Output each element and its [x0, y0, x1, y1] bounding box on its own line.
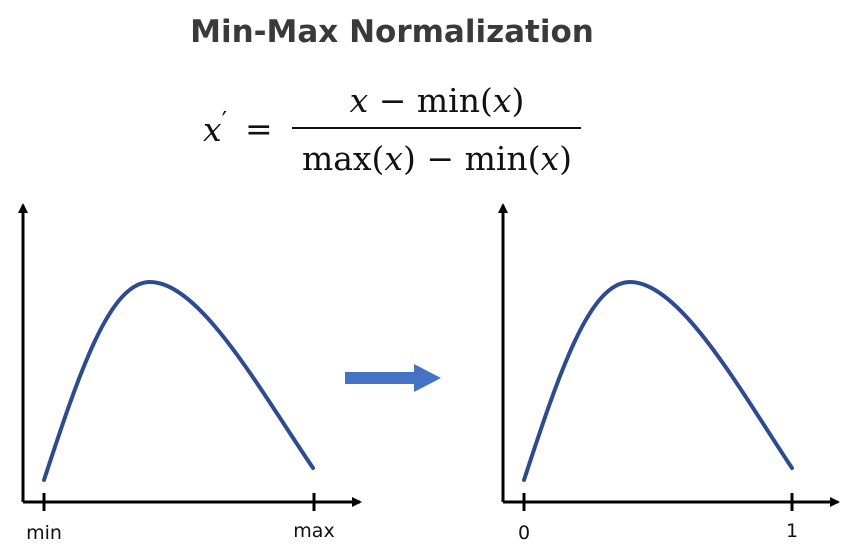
formula-denominator: max(x) − min(x) — [302, 139, 572, 178]
denominator-minus: − — [426, 139, 454, 178]
formula-lhs-var: x — [203, 110, 222, 149]
left-tick-min-label: min — [26, 522, 62, 544]
denominator-arg2: x — [541, 139, 560, 178]
transform-arrow — [345, 364, 441, 392]
arrow-shaft — [345, 372, 417, 384]
numerator-var: x — [350, 81, 369, 120]
numerator-func: min — [417, 81, 480, 120]
right-distribution-curve — [522, 279, 794, 482]
left-distribution-curve — [42, 279, 315, 482]
right-tick-max-label: 1 — [786, 520, 798, 542]
denominator-arg1: x — [384, 139, 403, 178]
left-tick-max-label: max — [293, 520, 334, 542]
formula-lhs-prime: ′ — [222, 107, 227, 135]
denominator-open1: ( — [372, 139, 385, 178]
denominator-open2: ( — [528, 139, 541, 178]
formula-numerator: x − min(x) — [350, 81, 525, 120]
right-plot: 0 1 — [498, 203, 840, 544]
formula-equals: = — [245, 109, 273, 148]
numerator-minus: − — [379, 81, 407, 120]
right-tick-min-label: 0 — [518, 522, 530, 544]
svg-text:x′: x′ — [203, 107, 227, 149]
numerator-arg: x — [493, 81, 512, 120]
denominator-close2: ) — [559, 139, 572, 178]
denominator-close1: ) — [403, 139, 416, 178]
numerator-close: ) — [512, 81, 525, 120]
page-title: Min-Max Normalization — [190, 14, 594, 50]
arrow-head — [414, 364, 441, 392]
denominator-func1: max — [302, 139, 372, 178]
left-plot: min max — [18, 203, 362, 544]
formula: x′ = x − min(x) max(x) − min(x) — [203, 81, 581, 178]
numerator-open: ( — [480, 81, 493, 120]
denominator-func2: min — [465, 139, 528, 178]
